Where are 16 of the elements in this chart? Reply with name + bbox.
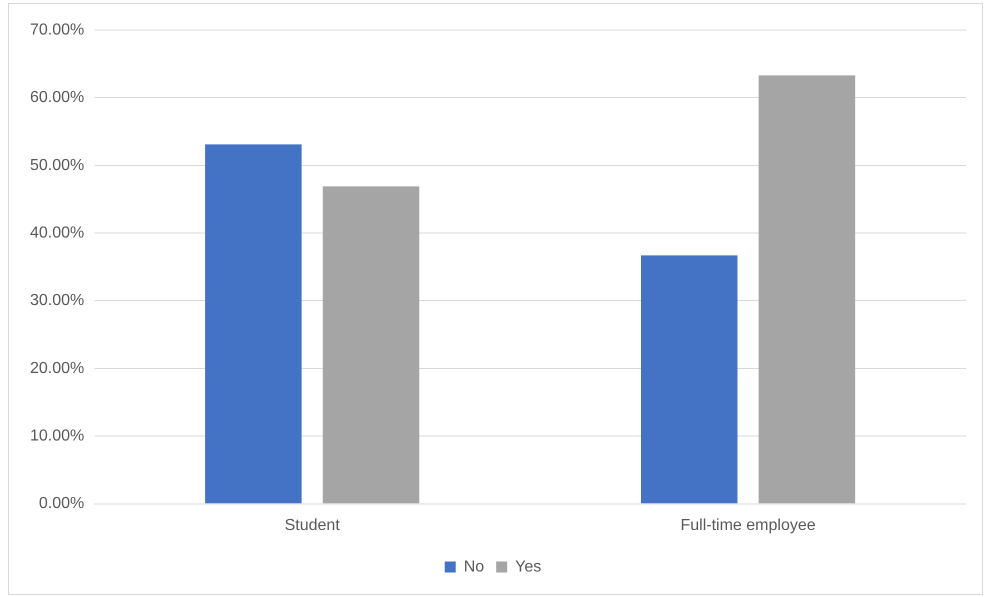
bar [205, 144, 302, 504]
legend-label: No [464, 558, 484, 576]
bar [640, 255, 738, 504]
y-tick-label: 20.00% [30, 360, 84, 377]
y-tick-label: 30.00% [30, 292, 84, 310]
x-tick-label: Full-time employee [680, 516, 816, 534]
y-tick-label: 70.00% [30, 21, 84, 38]
x-tick-label: Student [284, 516, 340, 534]
legend-label: Yes [515, 558, 542, 576]
y-tick-label: 40.00% [30, 224, 84, 242]
y-tick-label: 60.00% [30, 89, 84, 106]
bar [758, 75, 856, 504]
bar [322, 186, 420, 504]
y-tick-label: 50.00% [30, 156, 84, 174]
y-tick-label: 0.00% [38, 495, 84, 512]
y-tick-label: 10.00% [30, 428, 84, 445]
